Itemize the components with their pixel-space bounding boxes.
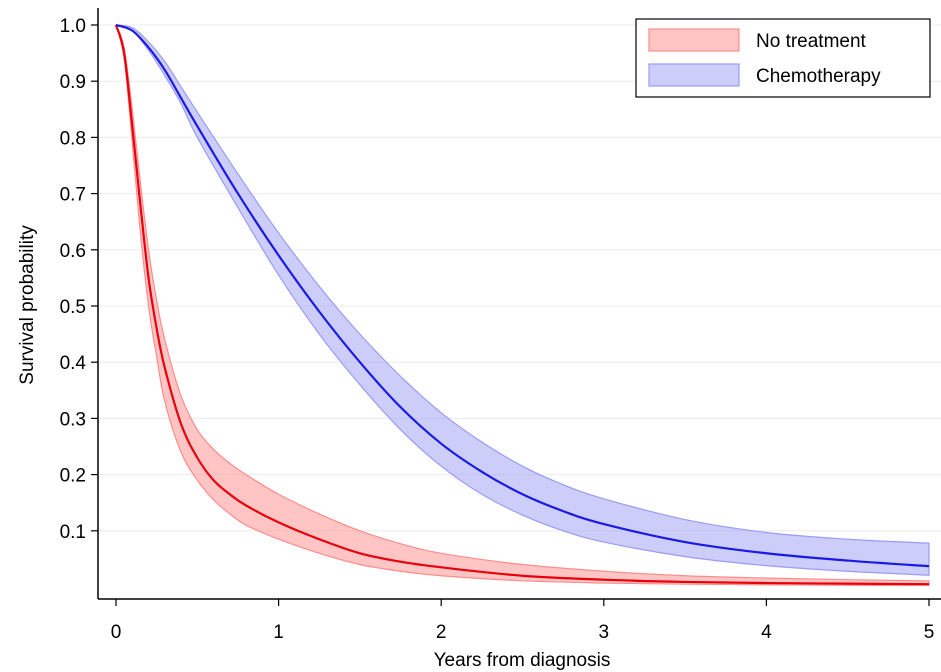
legend: No treatment Chemotherapy [635,18,931,98]
series-lines [114,23,930,586]
y-tick-label: 0.2 [60,466,86,487]
x-axis-title: Years from diagnosis [434,650,611,671]
y-tick-label: 0.5 [60,297,86,318]
y-tick-label: 0.9 [60,72,86,93]
x-axis-ticks: 0 1 2 3 4 5 [111,599,935,643]
y-tick-label: 0.6 [60,241,86,262]
legend-label-no-treatment: No treatment [756,31,867,52]
y-tick-label: 0.4 [60,353,87,374]
y-axis-title: Survival probability [17,225,38,385]
legend-label-chemotherapy: Chemotherapy [756,66,881,87]
y-tick-label: 1.0 [60,16,86,37]
y-tick-label: 0.3 [60,409,86,430]
confidence-bands [115,24,930,586]
band-chemotherapy [115,24,930,576]
x-tick-label: 1 [273,622,284,643]
legend-swatch-no-treatment [648,28,740,52]
y-axis-ticks: 0.1 0.2 0.3 0.4 0.5 0.6 0.7 0.8 0.9 1.0 [60,16,98,543]
legend-swatch-chemotherapy [648,63,740,87]
x-tick-label: 4 [761,622,772,643]
x-tick-label: 0 [111,622,122,643]
band-no-treatment [115,24,930,586]
x-tick-label: 5 [924,622,935,643]
line-no-treatment [114,24,930,586]
y-tick-label: 0.1 [60,522,86,543]
x-tick-label: 3 [599,622,610,643]
x-tick-label: 2 [436,622,447,643]
y-tick-label: 0.7 [60,185,86,206]
y-tick-label: 0.8 [60,128,86,149]
line-chemotherapy [115,23,930,568]
